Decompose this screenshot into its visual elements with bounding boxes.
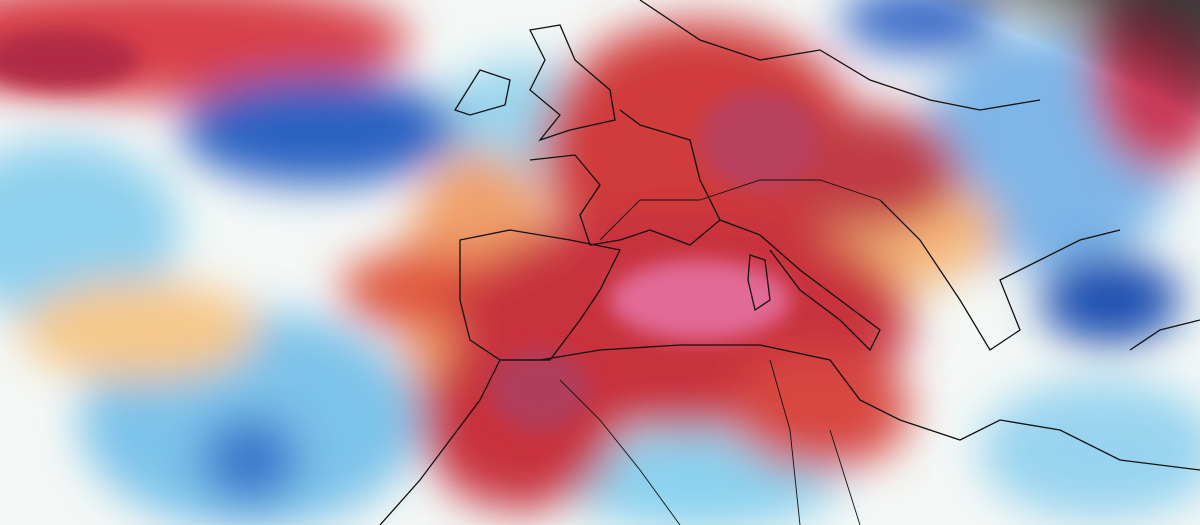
france-coast <box>529 109 721 246</box>
ireland <box>454 69 511 116</box>
italy <box>719 219 881 352</box>
borders <box>559 179 881 525</box>
balkans-coast <box>879 199 1121 351</box>
iberia <box>459 229 621 361</box>
morocco-coast <box>379 359 501 525</box>
anatolia-coast <box>1129 319 1200 351</box>
north-coast <box>639 0 1041 111</box>
coastlines <box>379 0 1200 525</box>
north-africa-coast <box>500 344 1200 471</box>
sardinia <box>747 254 771 312</box>
britain <box>529 24 616 142</box>
